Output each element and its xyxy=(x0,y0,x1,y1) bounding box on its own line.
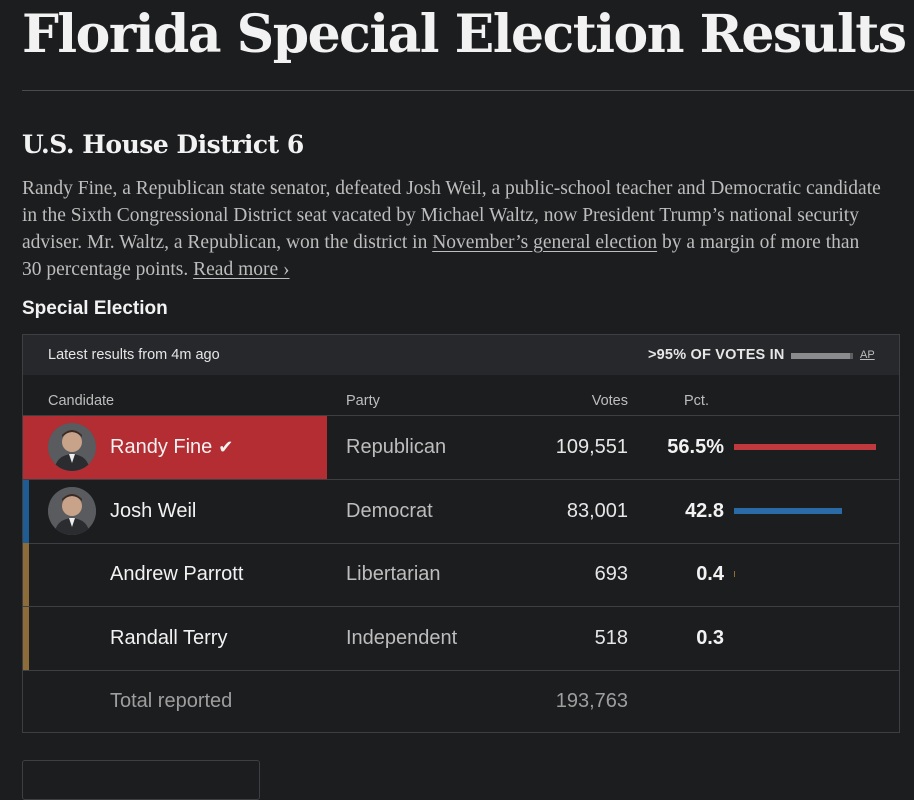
candidate-name-text: Andrew Parrott xyxy=(110,563,244,585)
candidate-avatar xyxy=(48,423,96,471)
candidate-name-text: Randall Terry xyxy=(110,627,228,649)
candidate-party: Independent xyxy=(346,627,458,649)
candidate-party: Republican xyxy=(346,436,447,458)
header-pct: Pct. xyxy=(684,393,709,409)
votes-in-text: >95% OF VOTES IN xyxy=(648,347,785,363)
race-title: U.S. House District 6 xyxy=(22,130,304,159)
candidate-party: Libertarian xyxy=(346,563,441,585)
latest-results-text: Latest results from 4m ago xyxy=(48,347,220,363)
votes-in-bar xyxy=(791,353,853,359)
candidate-pct: 56.5% xyxy=(667,436,724,458)
race-summary: Randy Fine, a Republican state senator, … xyxy=(22,175,882,283)
total-votes: 193,763 xyxy=(555,690,628,712)
party-color-edge xyxy=(23,607,29,670)
candidate-pct: 0.3 xyxy=(696,627,724,649)
pct-bar xyxy=(734,444,876,450)
candidate-votes: 518 xyxy=(594,627,628,649)
check-icon: ✔ xyxy=(218,437,234,457)
candidate-row: Andrew Parrott Libertarian 693 0.4 xyxy=(23,543,899,607)
candidate-votes: 109,551 xyxy=(555,436,628,458)
summary-text-before: Randy Fine, a Republican state senator, … xyxy=(22,178,881,253)
table-header: Candidate Party Votes Pct. xyxy=(23,375,899,416)
candidate-row: Randy Fine ✔ Republican 109,551 56.5% xyxy=(23,416,899,480)
pct-bar xyxy=(734,508,842,514)
candidate-row: Josh Weil Democrat 83,001 42.8 xyxy=(23,480,899,544)
candidate-pct: 42.8 xyxy=(685,500,724,522)
summary-text-after: by a margin of more than 30 percentage p… xyxy=(22,232,860,280)
total-row: Total reported 193,763 xyxy=(23,670,899,733)
results-table: Latest results from 4m ago >95% OF VOTES… xyxy=(22,334,900,733)
candidate-votes: 83,001 xyxy=(566,500,628,522)
party-color-edge xyxy=(23,480,29,543)
pct-bar xyxy=(734,571,735,577)
candidate-votes: 693 xyxy=(594,563,628,585)
more-results-button[interactable] xyxy=(22,760,260,800)
general-election-link[interactable]: November’s general election xyxy=(432,232,658,253)
candidate-row: Randall Terry Independent 518 0.3 xyxy=(23,607,899,671)
candidate-pct: 0.4 xyxy=(696,563,724,585)
results-meta-bar: Latest results from 4m ago >95% OF VOTES… xyxy=(23,335,899,375)
votes-in-bar-fill xyxy=(791,353,850,359)
header-candidate: Candidate xyxy=(48,393,115,409)
total-label: Total reported xyxy=(110,690,233,712)
header-party: Party xyxy=(346,393,380,409)
candidate-name: Josh Weil xyxy=(110,500,196,523)
section-label: Special Election xyxy=(22,298,168,319)
candidate-name: Randy Fine ✔ xyxy=(110,436,233,459)
candidate-name-text: Josh Weil xyxy=(110,500,197,522)
candidate-name-text: Randy Fine xyxy=(110,436,213,458)
party-color-edge xyxy=(23,543,29,606)
title-divider xyxy=(22,90,914,91)
candidate-name: Andrew Parrott xyxy=(110,563,243,586)
header-votes: Votes xyxy=(591,393,628,409)
candidate-avatar xyxy=(48,487,96,535)
read-more-link[interactable]: Read more › xyxy=(193,259,290,280)
source-link[interactable]: AP xyxy=(860,349,875,361)
candidate-party: Democrat xyxy=(346,500,433,522)
page-title: Florida Special Election Results xyxy=(22,4,907,65)
candidate-name: Randall Terry xyxy=(110,627,227,650)
